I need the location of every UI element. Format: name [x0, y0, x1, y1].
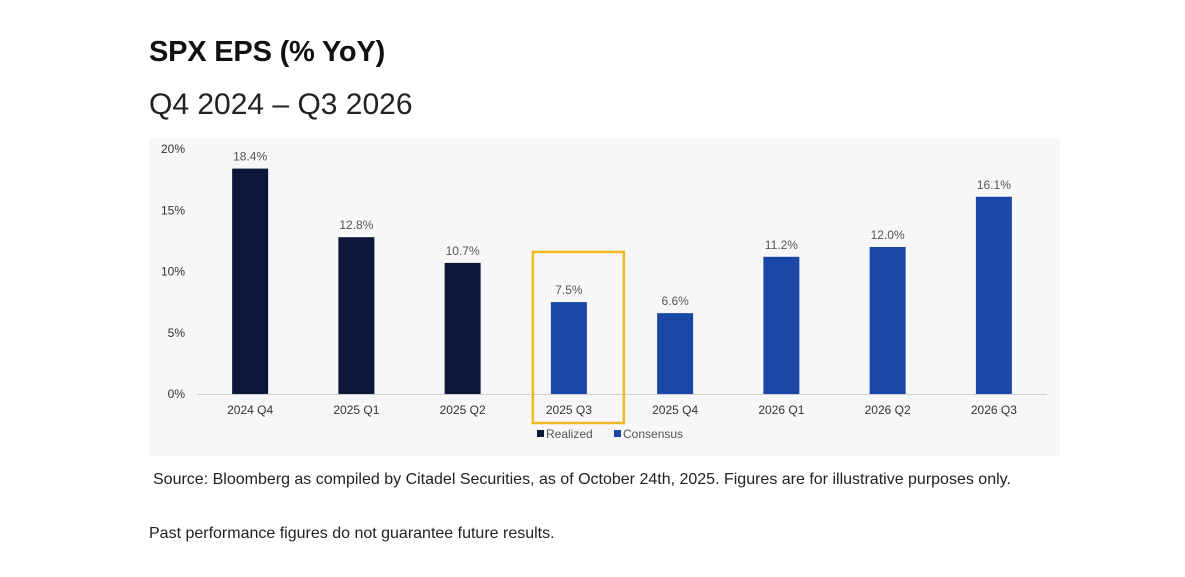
bar-realized [338, 237, 375, 394]
bar-value-label: 7.5% [555, 283, 583, 297]
bar-value-label: 12.0% [871, 228, 905, 242]
y-tick-label: 20% [161, 142, 185, 156]
bar-value-label: 18.4% [233, 150, 267, 164]
bar-value-label: 12.8% [339, 218, 373, 232]
y-tick-label: 15% [161, 203, 185, 217]
bar-consensus [550, 302, 587, 394]
highlight-box [531, 250, 626, 425]
bar-realized [232, 168, 269, 394]
chart-area: 0% 5% 10% 15% 20% 18.4% 2024 Q4 12.8% 2025 Q1 10.… [149, 138, 1060, 456]
y-tick-label: 0% [168, 387, 186, 401]
bar-value-label: 16.1% [977, 178, 1011, 192]
bar-value-label: 6.6% [661, 294, 689, 308]
x-tick-label: 2026 Q2 [865, 403, 911, 417]
legend-label: Consensus [623, 427, 683, 441]
x-tick-label: 2026 Q3 [971, 403, 1017, 417]
page-title: SPX EPS (% YoY) [149, 36, 386, 68]
x-tick-label: 2025 Q1 [333, 403, 379, 417]
bar-consensus [763, 256, 800, 394]
x-tick-label: 2024 Q4 [227, 403, 273, 417]
bar-value-label: 11.2% [765, 238, 798, 252]
bar-consensus [657, 313, 694, 394]
y-tick-label: 5% [168, 326, 186, 340]
x-tick-label: 2025 Q3 [546, 403, 592, 417]
page-subtitle: Q4 2024 – Q3 2026 [149, 88, 413, 121]
legend-swatch [537, 430, 544, 437]
bar-value-label: 10.7% [446, 244, 480, 258]
x-tick-label: 2026 Q1 [758, 403, 804, 417]
bar-realized [444, 262, 481, 394]
legend-label: Realized [546, 427, 593, 441]
bar-consensus [975, 196, 1012, 394]
bar-consensus [869, 247, 906, 394]
x-tick-label: 2025 Q2 [440, 403, 486, 417]
source-note: Source: Bloomberg as compiled by Citadel… [153, 471, 1011, 488]
bar-chart: 0% 5% 10% 15% 20% 18.4% 2024 Q4 12.8% 2025 Q1 10.… [161, 142, 1047, 441]
disclaimer-note: Past performance figures do not guarante… [149, 525, 555, 542]
legend-swatch [614, 430, 621, 437]
y-tick-label: 10% [161, 265, 185, 279]
x-tick-label: 2025 Q4 [652, 403, 698, 417]
